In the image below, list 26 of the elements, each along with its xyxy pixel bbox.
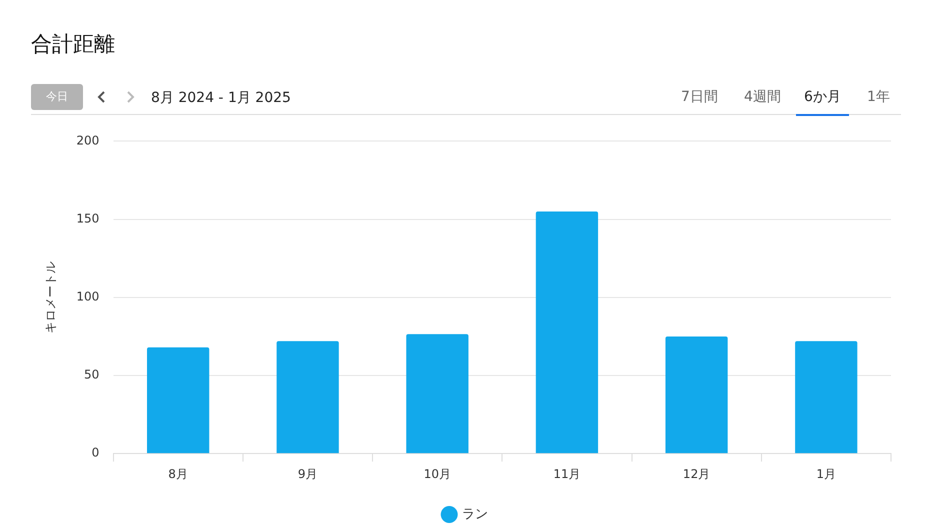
- y-axis-title: キロメートル: [43, 261, 58, 334]
- x-tick-label: 1月: [816, 466, 836, 481]
- bar: [665, 336, 728, 454]
- text: 4週間: [743, 88, 782, 107]
- text: 8月 2024 - 1月 2025: [151, 89, 291, 107]
- chart-title: 合計距離: [31, 31, 115, 58]
- text: 6か月: [796, 88, 849, 116]
- text: 1年: [866, 88, 891, 107]
- x-tick-label: 12月: [682, 466, 710, 481]
- x-tick-label: 11月: [553, 466, 581, 481]
- bar: [406, 334, 468, 454]
- x-tick-label: 8月: [168, 466, 188, 481]
- bar: [276, 341, 339, 454]
- bar: [147, 347, 210, 454]
- bar: [536, 211, 598, 454]
- text: 今日: [31, 84, 83, 110]
- legend-label: ラン: [462, 506, 488, 522]
- x-tick-label: 9月: [298, 466, 318, 481]
- y-tick-label: 50: [84, 368, 100, 382]
- text: 7日間: [680, 88, 719, 107]
- y-tick-label: 150: [76, 211, 100, 226]
- bar: [795, 341, 858, 454]
- y-tick-label: 0: [92, 446, 100, 460]
- y-tick-label: 200: [76, 133, 100, 148]
- y-tick-label: 100: [76, 290, 100, 304]
- x-tick-label: 10月: [424, 466, 451, 481]
